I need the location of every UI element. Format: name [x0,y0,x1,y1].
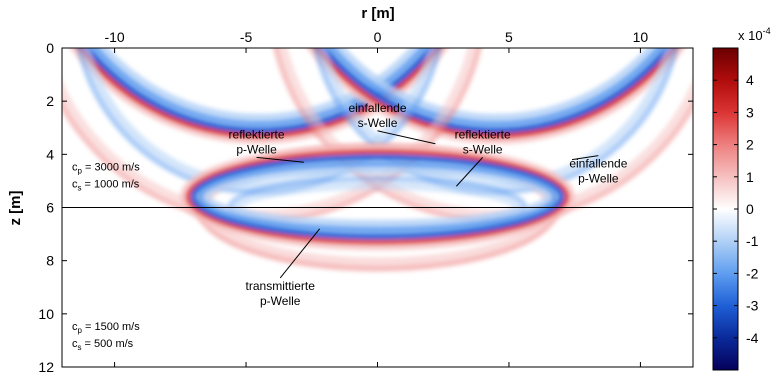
wavefront-incident-s-left- [70,48,449,145]
colorbar-title: x 10-4 [738,26,771,43]
wavefront-band [95,48,423,124]
colorbar-exponent: -4 [763,26,771,36]
wavefront-band [328,48,664,127]
annotation-line: einfallende [348,101,406,115]
velocity-subscript: s [78,343,82,352]
velocity-value: = 1500 m/s [82,321,140,333]
y-axis-ticks: 0 2 4 6 8 10 12 [38,40,693,375]
annotation-label: einfallende s-Welle [348,101,406,130]
annotation-line: s-Welle [463,142,503,156]
wavefront-incident-s-right- [306,48,685,145]
wavefront-band [306,48,685,145]
colorbar-tick-label: 3 [746,104,754,120]
colorbar-gradient [712,47,739,371]
velocity-subscript: s [78,183,82,192]
colorbar-tick-label: 1 [746,169,754,185]
annotation-leader-line [256,156,304,163]
velocity-value: = 3000 m/s [82,161,140,173]
x-tick-label: 10 [633,29,649,45]
x-tick-label: 5 [505,29,513,45]
colorbar-tick-label: -2 [746,265,759,281]
velocity-value: = 1000 m/s [82,178,140,190]
y-tick-label: 8 [46,253,54,269]
colorbar-tick-label: 2 [746,137,754,153]
velocity-symbol: c [72,178,78,190]
y-axis-label: z [m] [7,191,24,226]
annotation-leader-line [279,228,321,279]
annotation-label: einfallende p-Welle [569,157,627,186]
medium-parameters: cp = 3000 m/scs = 1000 m/scp = 1500 m/sc… [72,161,140,351]
annotation: einfallende p-Welle [569,155,628,186]
annotation-line: p-Welle [260,294,301,308]
colorbar-label: x 10 [738,28,763,43]
annotation-leader-line [377,130,436,145]
medium-parameter: cs = 500 m/s [72,338,134,352]
velocity-subscript: p [78,326,83,335]
wavefront-band [179,143,576,251]
wavefront-band [312,48,680,140]
x-axis-ticks: -10 -5 0 5 10 [104,29,648,367]
annotation: transmittierte p-Welle [246,228,321,308]
annotation-leader-line [571,155,599,161]
y-tick-label: 4 [46,146,54,162]
x-axis-label: r [m] [361,5,394,22]
colorbar-tick-label: 0 [746,201,754,217]
wavefront-transmitted-p [179,143,576,251]
annotation: reflektierte p-Welle [229,127,304,163]
medium-parameter: cp = 1500 m/s [72,321,140,335]
velocity-symbol: c [72,338,78,350]
annotation-line: transmittierte [246,279,316,293]
x-tick-label: -5 [240,29,253,45]
wavefront-band [83,48,436,134]
velocity-subscript: p [78,166,83,175]
annotation-line: s-Welle [358,116,398,130]
wavefront-band [200,163,555,230]
medium-parameter: cs = 1000 m/s [72,178,140,192]
annotation: einfallende s-Welle [348,101,436,145]
wavefront-band [332,48,660,124]
annotation-label: transmittierte p-Welle [246,279,316,308]
wavefront-band [70,48,449,145]
wavefront-band [315,48,677,193]
wavefront-band [185,148,570,246]
velocity-value: = 500 m/s [82,338,134,350]
medium-upper: cp = 3000 m/scs = 1000 m/s [72,161,140,192]
x-tick-label: -10 [104,29,124,45]
annotation-line: einfallende [569,157,627,171]
y-tick-label: 0 [46,40,54,56]
annotation-label: reflektierte s-Welle [455,127,511,156]
wavefront-band [197,160,558,234]
x-tick-label: 0 [374,29,382,45]
colorbar-tick-label: -3 [746,298,759,314]
colorbar-ticks: 4 3 2 1 0 -1 -2 -3 -4 [713,72,759,346]
annotation-leader-line [456,157,484,187]
wavefront-band [91,48,427,127]
wavefront-band [319,48,672,134]
annotation: reflektierte s-Welle [455,127,511,187]
annotation-line: p-Welle [236,142,277,156]
y-tick-label: 10 [38,306,54,322]
y-tick-label: 12 [38,359,54,375]
colorbar-tick-label: -1 [746,233,759,249]
medium-parameter: cp = 3000 m/s [72,161,140,175]
colorbar-tick-label: 4 [746,72,754,88]
annotation-line: reflektierte [455,127,511,141]
velocity-symbol: c [72,321,78,333]
y-tick-label: 6 [46,200,54,216]
wavefront-band [190,154,565,240]
annotation-label: reflektierte p-Welle [229,127,285,156]
velocity-symbol: c [72,161,78,173]
medium-lower: cp = 1500 m/scs = 500 m/s [72,321,140,352]
wavefront-band [75,48,443,140]
annotation-line: p-Welle [578,172,619,186]
y-tick-label: 2 [46,93,54,109]
wavefront-band [78,48,440,193]
colorbar-tick-label: -4 [746,330,759,346]
annotation-line: reflektierte [229,127,285,141]
